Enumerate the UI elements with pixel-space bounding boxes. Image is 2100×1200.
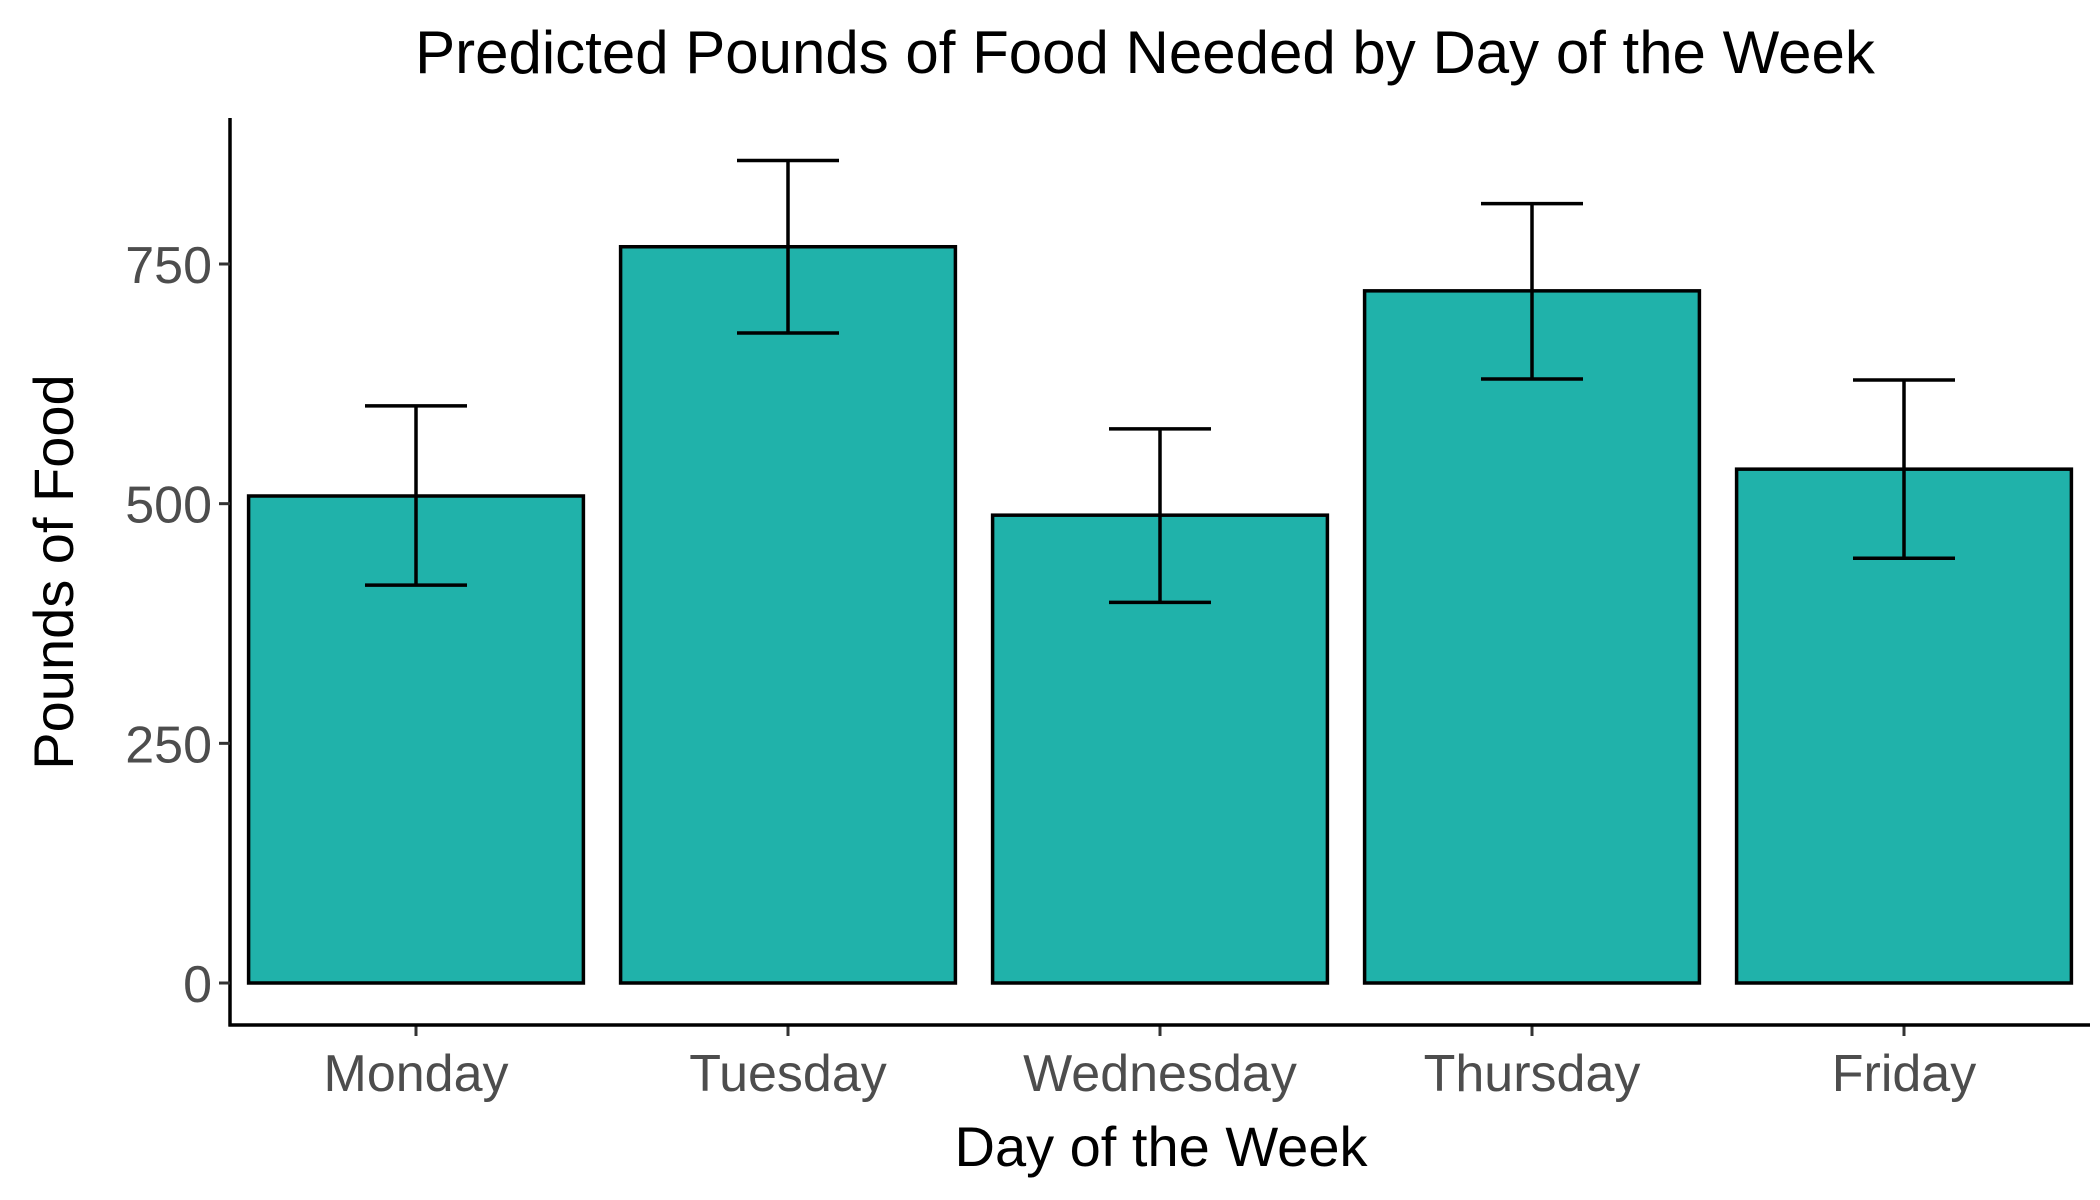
x-tick-label-friday: Friday — [1832, 1045, 1976, 1103]
y-axis-title: Pounds of Food — [22, 374, 85, 769]
error-bar-monday — [365, 404, 467, 587]
y-tick-label-750: 750 — [125, 237, 212, 295]
x-tick-label-thursday: Thursday — [1424, 1045, 1641, 1103]
y-tick-label-0: 0 — [183, 956, 212, 1014]
chart-title: Predicted Pounds of Food Needed by Day o… — [415, 19, 1876, 86]
axes-layer: Monday Tuesday Wednesday Thursday Friday 0 250… — [125, 118, 2090, 1103]
bars-layer — [246, 244, 2074, 985]
bar-thursday — [1362, 289, 1702, 985]
bar-tuesday — [618, 244, 958, 985]
error-bar-wednesday — [1109, 427, 1211, 605]
error-bars-layer — [365, 158, 1955, 605]
error-bar-friday — [1853, 378, 1955, 561]
error-bar-thursday — [1481, 201, 1583, 381]
y-tick-label-250: 250 — [125, 716, 212, 774]
x-axis-title: Day of the Week — [955, 1115, 1369, 1178]
error-bar-tuesday — [737, 158, 839, 335]
x-tick-label-monday: Monday — [324, 1045, 509, 1103]
x-tick-label-wednesday: Wednesday — [1023, 1045, 1297, 1103]
x-tick-label-tuesday: Tuesday — [689, 1045, 887, 1103]
y-tick-label-500: 500 — [125, 477, 212, 535]
